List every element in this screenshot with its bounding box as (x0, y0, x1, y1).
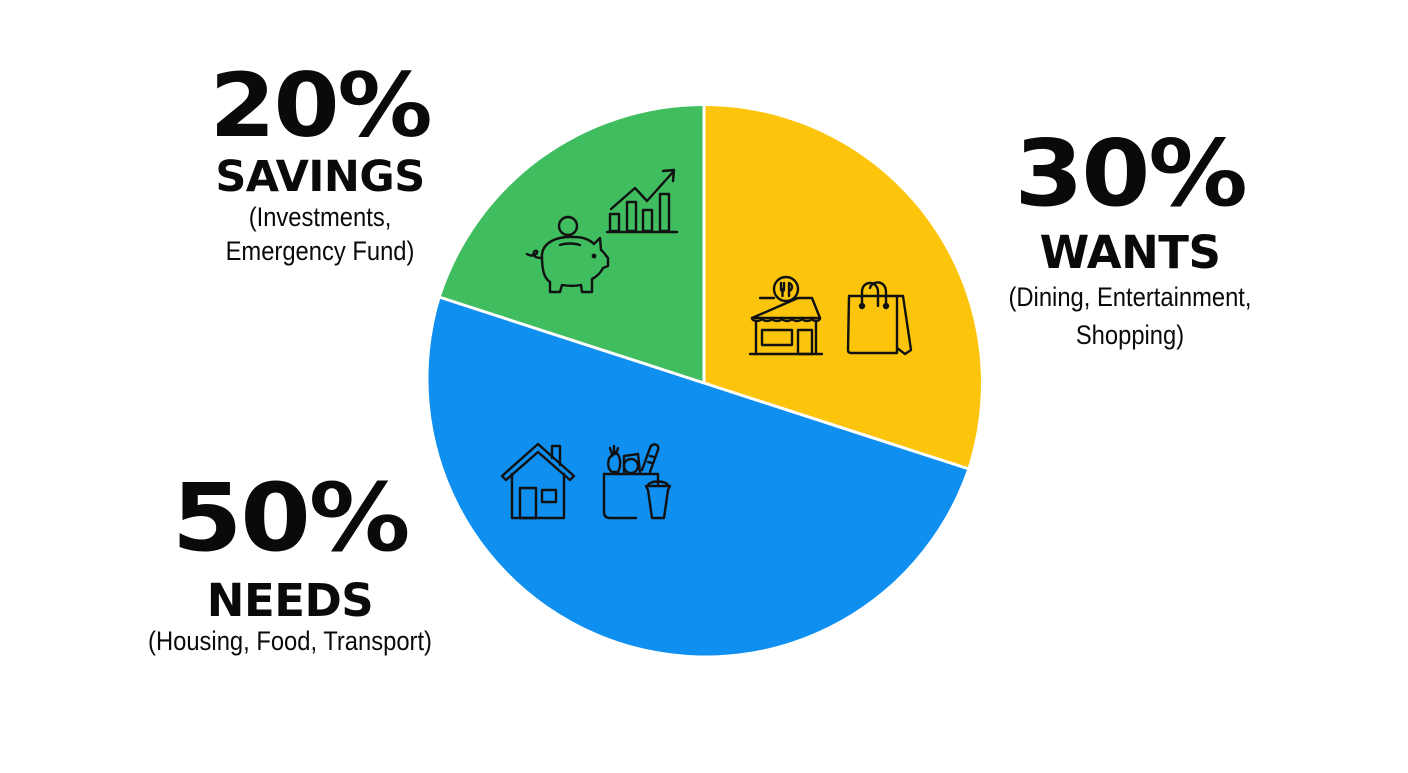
slice-wants (704, 106, 981, 469)
slice-needs (428, 297, 968, 656)
restaurant-storefront-icon (748, 275, 824, 356)
savings-label-block: 20% SAVINGS (Investments, Emergency Fund… (180, 62, 460, 268)
slice-separators (438, 104, 970, 471)
wants-description-line-1: (Dining, Entertainment, (1008, 282, 1252, 312)
savings-title: SAVINGS (215, 152, 425, 202)
savings-description-line-2: Emergency Fund) (225, 236, 415, 267)
savings-description-line-1: (Investments, (248, 202, 392, 232)
wants-title: WANTS (1039, 226, 1221, 279)
needs-label-block: 50% NEEDS (Housing, Food, Transport) (110, 472, 470, 657)
savings-percentage: 20% (209, 54, 432, 157)
piggy-bank-icon (525, 215, 610, 294)
needs-description: (Housing, Food, Transport) (148, 626, 432, 656)
growth-bar-chart-icon (605, 168, 679, 234)
needs-percentage: 50% (171, 464, 411, 573)
wants-percentage: 30% (1014, 120, 1248, 227)
needs-title: NEEDS (206, 574, 374, 627)
wants-label-block: 30% WANTS (Dining, Entertainment, Shoppi… (975, 128, 1285, 352)
shopping-bag-icon (846, 281, 913, 356)
grocery-bag-icon (602, 443, 672, 520)
wants-description-line-2: Shopping) (1075, 320, 1185, 351)
house-icon (500, 442, 576, 520)
